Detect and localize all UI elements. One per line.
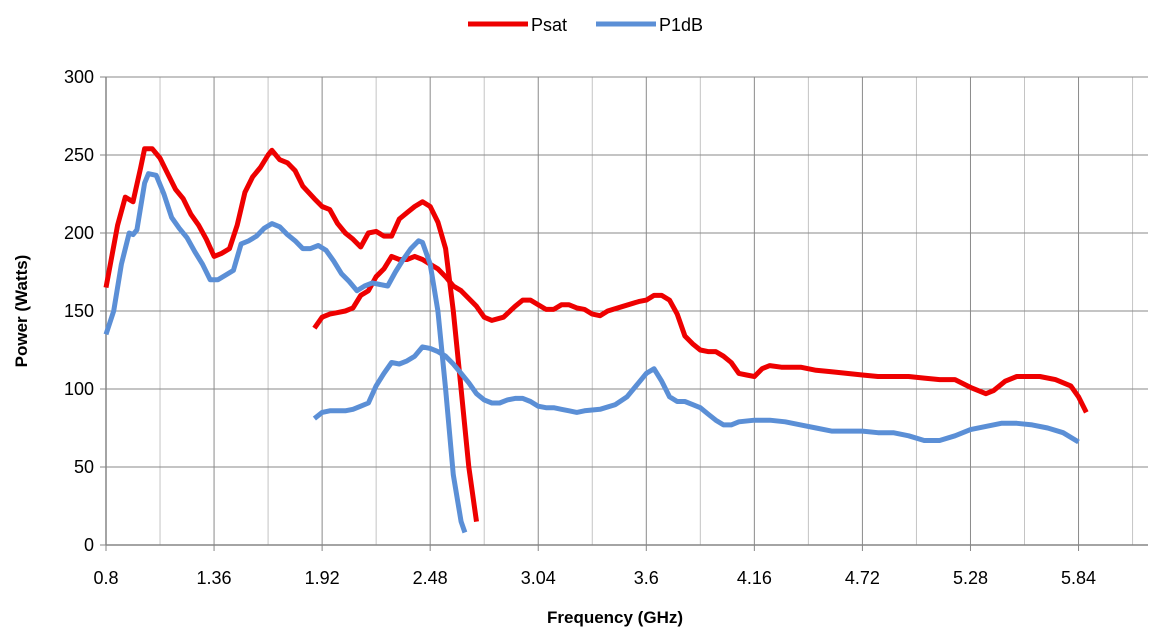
y-axis-title: Power (Watts) [12, 255, 31, 368]
x-tick-label: 4.72 [845, 568, 880, 588]
tick-labels: 0 50 100 150 200 250 300 0.8 1.36 1.92 2.48 3.04 3.6… [64, 67, 1096, 588]
y-tick-label: 250 [64, 145, 94, 165]
y-tick-label: 150 [64, 301, 94, 321]
y-tick-label: 100 [64, 379, 94, 399]
legend-label-psat: Psat [531, 15, 567, 35]
x-tick-label: 1.92 [305, 568, 340, 588]
series-line-psat-1 [103, 146, 479, 522]
series-line-psat-2 [312, 253, 1089, 414]
x-tick-label: 3.6 [634, 568, 659, 588]
series-line-p1db-1 [103, 171, 468, 534]
x-tick-label: 0.8 [93, 568, 118, 588]
series-line-p1db-2 [312, 344, 1080, 445]
y-tick-label: 200 [64, 223, 94, 243]
x-tick-label: 5.84 [1061, 568, 1096, 588]
legend-label-p1db: P1dB [659, 15, 703, 35]
y-tick-label: 300 [64, 67, 94, 87]
series-lines [103, 146, 1089, 534]
x-tick-label: 5.28 [953, 568, 988, 588]
grid-lines [106, 76, 1148, 545]
x-tick-label: 2.48 [413, 568, 448, 588]
x-tick-label: 1.36 [197, 568, 232, 588]
axes [100, 76, 1148, 551]
y-tick-label: 50 [74, 457, 94, 477]
legend: Psat P1dB [468, 15, 703, 35]
x-tick-label: 4.16 [737, 568, 772, 588]
x-axis-title: Frequency (GHz) [547, 608, 683, 627]
x-tick-label: 3.04 [521, 568, 556, 588]
y-tick-label: 0 [84, 535, 94, 555]
